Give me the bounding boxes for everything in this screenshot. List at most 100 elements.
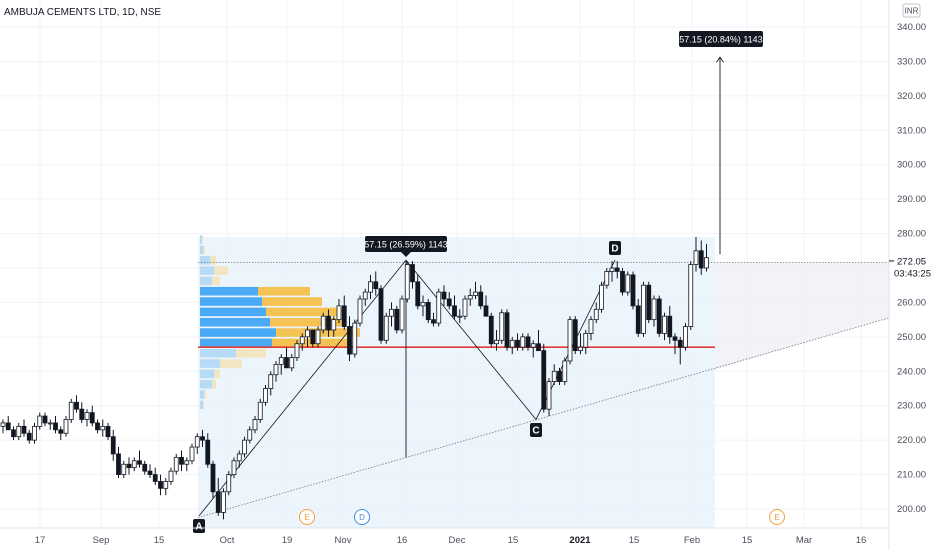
candle-down[interactable] [284,357,289,369]
candle-up[interactable] [221,491,226,513]
candle-down[interactable] [11,429,16,438]
candle-up[interactable] [320,315,326,331]
candle-up[interactable] [63,419,69,434]
candle-down[interactable] [142,463,148,472]
candle-up[interactable] [168,470,174,482]
candle-up[interactable] [242,439,247,455]
candle-down[interactable] [58,429,64,434]
candle-up[interactable] [625,274,631,293]
candle-up[interactable] [184,460,190,465]
candle-up[interactable] [68,401,74,420]
candle-down[interactable] [504,312,510,348]
candle-down[interactable] [147,470,153,475]
candle-down[interactable] [483,305,489,317]
candle-up[interactable] [331,319,337,331]
dividend-marker[interactable] [354,509,370,525]
candle-up[interactable] [562,360,568,383]
candle-up[interactable] [32,425,37,441]
candle-up[interactable] [368,281,373,293]
candle-down[interactable] [572,319,578,352]
candle-up[interactable] [404,264,410,300]
symbol-title[interactable]: AMBUJA CEMENTS LTD, 1D, NSE [4,7,162,18]
candle-up[interactable] [467,295,473,300]
candle-down[interactable] [26,432,32,441]
candle-up[interactable] [389,308,394,317]
candle-up[interactable] [604,271,610,286]
candle-up[interactable] [357,298,363,324]
candle-down[interactable] [446,298,452,307]
candle-down[interactable] [698,250,704,269]
candle-up[interactable] [226,474,232,493]
candle-down[interactable] [215,491,221,513]
candle-up[interactable] [688,264,694,327]
pattern-point-c[interactable]: C [532,426,539,437]
candle-up[interactable] [593,308,599,321]
candle-up[interactable] [247,429,253,441]
candle-up[interactable] [651,298,657,321]
candle-up[interactable] [257,401,263,420]
measure-label-main[interactable]: 57.15 (26.59%) 1143 [364,236,448,257]
candlesticks[interactable] [0,237,709,520]
candle-down[interactable] [452,305,457,317]
candle-down[interactable] [79,408,85,420]
candle-down[interactable] [310,329,316,345]
candle-up[interactable] [16,425,22,438]
price-axis[interactable]: 200.00 210.00 220.00 230.00 240.00 250.00 260.… [888,0,932,550]
candle-down[interactable] [488,315,494,345]
candle-down[interactable] [5,422,11,431]
candle-up[interactable] [236,453,242,462]
candle-up[interactable] [420,302,426,307]
candle-up[interactable] [473,291,478,296]
candle-up[interactable] [583,333,589,348]
candle-down[interactable] [677,339,683,348]
candle-down[interactable] [200,436,205,441]
candle-up[interactable] [383,315,389,341]
candle-up[interactable] [0,422,6,427]
candle-down[interactable] [378,288,384,341]
measure-label-target[interactable]: 57.15 (20.84%) 1143 [679,31,763,47]
time-axis[interactable]: 17 Sep 15 Oct 19 Nov 16 Dec 15 2021 15 Feb 15 Mar 16 [0,527,889,546]
candle-down[interactable] [441,291,447,300]
candle-up[interactable] [551,370,557,383]
candle-up[interactable] [352,322,358,355]
candle-down[interactable] [620,271,625,293]
candle-down[interactable] [656,298,662,334]
candle-up[interactable] [289,357,295,369]
candle-down[interactable] [525,336,531,348]
candle-down[interactable] [105,425,111,438]
candle-down[interactable] [646,284,652,321]
candle-up[interactable] [163,481,169,489]
candle-down[interactable] [341,305,347,327]
candle-up[interactable] [121,463,127,475]
candle-up[interactable] [305,329,310,338]
candle-up[interactable] [268,374,274,389]
candle-down[interactable] [541,350,547,410]
candle-down[interactable] [205,439,211,465]
candle-up[interactable] [194,436,200,448]
annotations[interactable]: 57.15 (26.59%) 1143 57.15 (20.84%) 1143 A C… [193,31,785,533]
candle-down[interactable] [152,474,158,482]
candle-up[interactable] [457,315,463,318]
candle-down[interactable] [110,436,116,455]
candle-down[interactable] [42,415,48,424]
candle-down[interactable] [431,319,436,324]
candle-down[interactable] [536,343,541,352]
candle-up[interactable] [173,456,179,472]
candle-up[interactable] [47,422,53,425]
candle-down[interactable] [210,463,216,493]
candle-down[interactable] [672,336,678,341]
candle-down[interactable] [347,326,352,355]
pattern-point-d[interactable]: D [611,244,618,255]
candle-down[interactable] [74,401,79,410]
candle-up[interactable] [273,363,279,376]
candle-down[interactable] [635,305,641,334]
candle-up[interactable] [520,336,526,348]
candle-down[interactable] [53,422,58,431]
candle-up[interactable] [662,315,667,334]
candle-down[interactable] [179,456,184,465]
candle-up[interactable] [37,415,43,427]
candle-up[interactable] [84,412,90,420]
candle-down[interactable] [667,315,673,338]
